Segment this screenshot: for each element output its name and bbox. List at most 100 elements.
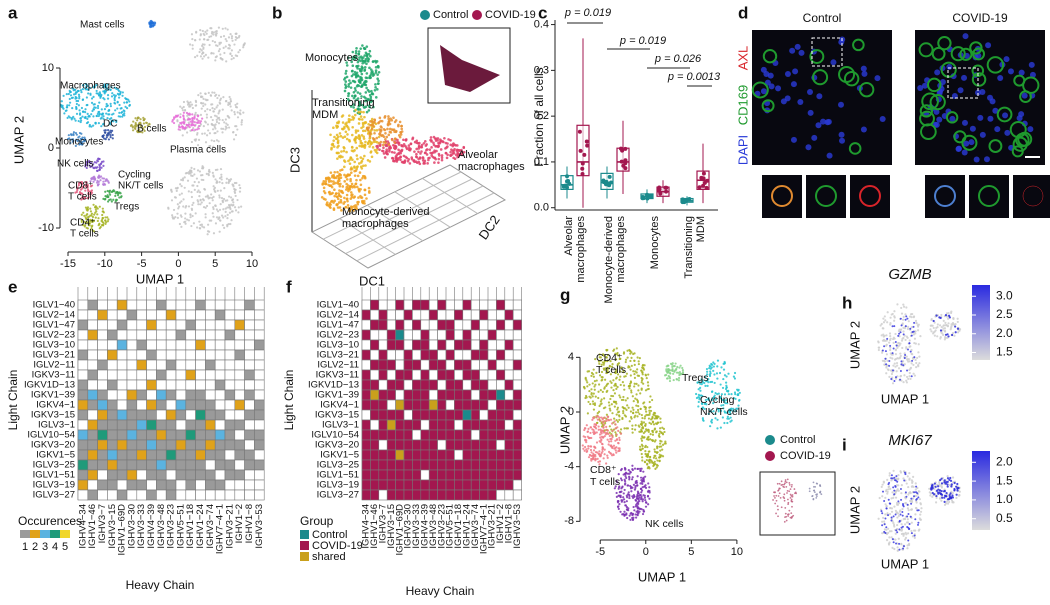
cell-dot bbox=[592, 431, 594, 433]
cell-dot bbox=[712, 370, 714, 372]
cell-dot bbox=[369, 55, 372, 58]
zoom-crop bbox=[762, 175, 802, 218]
cell-dot bbox=[90, 210, 92, 212]
cell-dot bbox=[617, 505, 619, 507]
cell-dot bbox=[811, 135, 817, 141]
heat-cell bbox=[78, 330, 88, 340]
cell-dot bbox=[633, 494, 635, 496]
zoom-crop bbox=[1013, 175, 1050, 218]
cell-dot bbox=[364, 193, 367, 196]
heat-cell bbox=[127, 430, 137, 440]
cell-dot bbox=[639, 470, 641, 472]
heat-cell bbox=[78, 350, 88, 360]
cell-dot bbox=[393, 147, 396, 150]
cell-dot bbox=[675, 362, 677, 364]
cell-dot bbox=[653, 423, 655, 425]
cell-dot bbox=[192, 44, 194, 46]
cell-dot bbox=[433, 136, 436, 139]
x-tick-label: 5 bbox=[212, 258, 218, 270]
cell-dot bbox=[106, 103, 108, 105]
heat-cell bbox=[245, 480, 255, 490]
legend-label: Control bbox=[433, 9, 468, 21]
heat-cell bbox=[245, 320, 255, 330]
cell-dot bbox=[212, 119, 214, 121]
heat-cell bbox=[88, 420, 98, 430]
heat-cell bbox=[176, 430, 186, 440]
heat-cell bbox=[421, 360, 429, 370]
cell-dot bbox=[643, 436, 645, 438]
cell-dot bbox=[374, 86, 377, 89]
cell-dot bbox=[588, 390, 590, 392]
cell-dot bbox=[365, 80, 368, 83]
cell-dot bbox=[332, 174, 335, 177]
cell-dot bbox=[207, 196, 209, 198]
cell-dot bbox=[594, 389, 596, 391]
cell-dot bbox=[216, 97, 218, 99]
cell-dot bbox=[646, 377, 648, 379]
cell-dot bbox=[663, 431, 665, 433]
heat-cell bbox=[186, 390, 196, 400]
cell-dot bbox=[196, 118, 198, 120]
cell-dot bbox=[601, 402, 603, 404]
cell-dot bbox=[642, 383, 644, 385]
cell-dot bbox=[338, 177, 341, 180]
cell-dot bbox=[91, 97, 93, 99]
cell-dot bbox=[206, 99, 208, 101]
cell-dot bbox=[647, 482, 649, 484]
cell-dot bbox=[72, 116, 74, 118]
cell-dot bbox=[340, 150, 343, 153]
cell-dot bbox=[761, 67, 767, 73]
cell-dot bbox=[619, 396, 621, 398]
cell-dot bbox=[233, 138, 235, 140]
heat-cell bbox=[454, 410, 462, 420]
cell-dot bbox=[107, 94, 109, 96]
cell-dot bbox=[98, 115, 100, 117]
heat-cell bbox=[156, 410, 166, 420]
heat-cell bbox=[98, 380, 108, 390]
cell-dot bbox=[371, 128, 374, 131]
cell-dot bbox=[430, 136, 433, 139]
heat-cell bbox=[225, 430, 235, 440]
cell-dot bbox=[363, 116, 366, 119]
heat-cell bbox=[166, 410, 176, 420]
heat-cell bbox=[186, 380, 196, 390]
heat-cell bbox=[454, 390, 462, 400]
cell-dot bbox=[116, 107, 118, 109]
heat-cell bbox=[205, 420, 215, 430]
cell-dot bbox=[344, 86, 347, 89]
heat-cell bbox=[254, 340, 264, 350]
cell-dot bbox=[814, 486, 816, 488]
heat-cell bbox=[137, 350, 147, 360]
cell-dot bbox=[623, 501, 625, 503]
cell-dot bbox=[371, 123, 374, 126]
heat-cell bbox=[196, 310, 206, 320]
cell-dot bbox=[201, 49, 203, 51]
cell-dot bbox=[615, 449, 617, 451]
y-tick-label: 0.4 bbox=[534, 18, 549, 30]
cell-dot bbox=[606, 455, 608, 457]
cell-dot bbox=[114, 109, 116, 111]
heat-cell bbox=[117, 370, 127, 380]
heat-cell bbox=[463, 430, 471, 440]
cell-dot bbox=[75, 106, 77, 108]
cell-dot bbox=[642, 513, 644, 515]
cell-dot bbox=[200, 34, 202, 36]
heat-cell bbox=[225, 360, 235, 370]
heat-cell bbox=[176, 490, 186, 500]
cell-dot bbox=[1029, 62, 1035, 68]
heat-cell bbox=[137, 360, 147, 370]
heat-cell bbox=[471, 360, 479, 370]
cell-dot bbox=[623, 498, 625, 500]
cell-dot bbox=[628, 469, 630, 471]
heat-cell bbox=[166, 360, 176, 370]
cell-dot bbox=[374, 83, 377, 86]
cell-dot bbox=[197, 203, 199, 205]
cell-dot bbox=[820, 493, 822, 495]
heat-cell bbox=[254, 400, 264, 410]
heat-cell bbox=[117, 390, 127, 400]
cell-dot bbox=[609, 425, 611, 427]
cell-dot bbox=[958, 87, 964, 93]
heat-cell bbox=[117, 410, 127, 420]
cell-dot bbox=[640, 479, 642, 481]
cell-dot bbox=[640, 491, 642, 493]
